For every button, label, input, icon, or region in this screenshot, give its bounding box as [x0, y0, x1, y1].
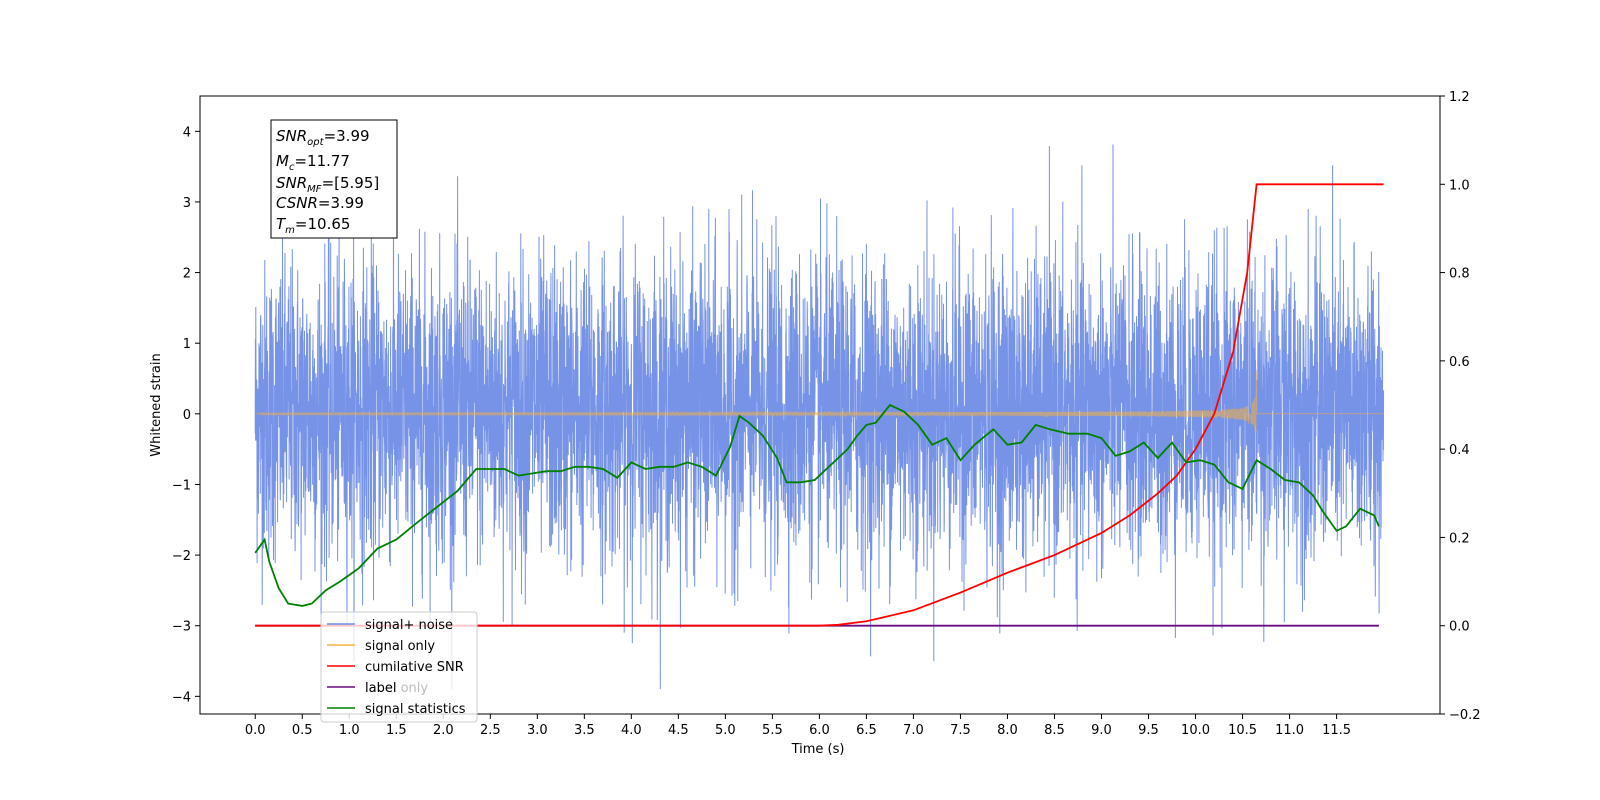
plot-frame [199, 95, 1441, 715]
y-left-tick-label: −3 [172, 620, 191, 635]
signal-statistics-path [254, 403, 1380, 607]
y-left-tick-label: 2 [183, 267, 191, 282]
y-right-tick-label: 0.4 [1449, 443, 1470, 458]
stats-csnr: CSNR=3.99 [276, 194, 364, 212]
y-left-tick-label: −4 [172, 690, 191, 705]
y-axis-right: −0.2 0.0 0.2 0.4 0.6 0.8 1.0 1.2 [1440, 90, 1481, 723]
y-axis-left: −4 −3 −2 −1 0 1 2 3 4 [172, 125, 200, 705]
x-tick-label: 9.5 [1138, 723, 1159, 738]
x-tick-label: 4.5 [668, 723, 689, 738]
x-tick-label: 11.5 [1322, 723, 1351, 738]
x-tick-label: 4.0 [621, 723, 642, 738]
legend-label-label: label [365, 681, 396, 696]
legend: signal+ noise signal only cumilative SNR… [320, 611, 478, 723]
y-right-tick-label: 0.8 [1449, 267, 1470, 282]
y-right-tick-label: 0.0 [1449, 620, 1470, 635]
legend-label-label-only: label only [365, 681, 428, 696]
legend-label-cumulative-snr: cumilative SNR [365, 660, 464, 675]
x-axis-label: Time (s) [791, 742, 845, 757]
x-tick-label: 6.5 [856, 723, 877, 738]
y-left-tick-label: −1 [172, 478, 191, 493]
y-left-tick-label: 1 [183, 337, 191, 352]
x-axis: 0.0 0.5 1.0 1.5 2.0 2.5 3.0 3.5 4.0 4.5 5.0 5.5 6.0 6… [245, 714, 1351, 738]
x-tick-label: 7.5 [950, 723, 971, 738]
legend-label-signal-noise: signal+ noise [365, 618, 453, 633]
x-tick-label: 1.5 [386, 723, 407, 738]
x-tick-label: 7.0 [903, 723, 924, 738]
stats-tm: Tm=10.65 [276, 215, 350, 236]
x-tick-label: 10.5 [1228, 723, 1257, 738]
stats-mc: Mc=11.77 [276, 152, 350, 173]
x-tick-label: 2.5 [480, 723, 501, 738]
signal-plus-noise-path [254, 144, 1385, 690]
x-tick-label: 0.5 [292, 723, 313, 738]
stats-box: SNRopt=3.99 Mc=11.77 SNRMF=[5.95] CSNR=3… [270, 119, 398, 239]
y-right-tick-label: −0.2 [1449, 708, 1481, 723]
signal-only-path [255, 371, 1384, 433]
stats-snr-opt: SNRopt=3.99 [276, 127, 370, 148]
legend-label-signal-statistics: signal statistics [365, 702, 466, 717]
x-tick-label: 1.0 [339, 723, 360, 738]
cumulative-snr-path [255, 183, 1384, 627]
y-axis-left-label: Whitened strain [149, 353, 164, 456]
x-tick-label: 8.0 [997, 723, 1018, 738]
x-tick-label: 3.5 [574, 723, 595, 738]
y-right-tick-label: 1.0 [1449, 178, 1470, 193]
legend-label-signal-only: signal only [365, 639, 435, 654]
x-tick-label: 8.5 [1044, 723, 1065, 738]
x-tick-label: 10.0 [1181, 723, 1210, 738]
x-tick-label: 2.0 [433, 723, 454, 738]
x-tick-label: 3.0 [527, 723, 548, 738]
y-left-tick-label: 0 [183, 408, 191, 423]
y-left-tick-label: 4 [183, 125, 191, 140]
y-left-tick-label: 3 [183, 196, 191, 211]
x-tick-label: 6.0 [809, 723, 830, 738]
x-tick-label: 5.0 [715, 723, 736, 738]
cumulative-snr-line [255, 183, 1384, 627]
y-right-tick-label: 1.2 [1449, 90, 1470, 105]
y-right-tick-label: 0.2 [1449, 531, 1470, 546]
signal-only-line [255, 371, 1384, 433]
x-tick-label: 0.0 [245, 723, 266, 738]
stats-snr-mf: SNRMF=[5.95] [276, 174, 379, 195]
y-right-tick-label: 0.6 [1449, 355, 1470, 370]
x-tick-label: 5.5 [762, 723, 783, 738]
signal-statistics-line [254, 403, 1380, 607]
x-tick-label: 9.0 [1091, 723, 1112, 738]
x-tick-label: 11.0 [1275, 723, 1304, 738]
signal-plus-noise-line [254, 144, 1385, 690]
y-left-tick-label: −2 [172, 549, 191, 564]
